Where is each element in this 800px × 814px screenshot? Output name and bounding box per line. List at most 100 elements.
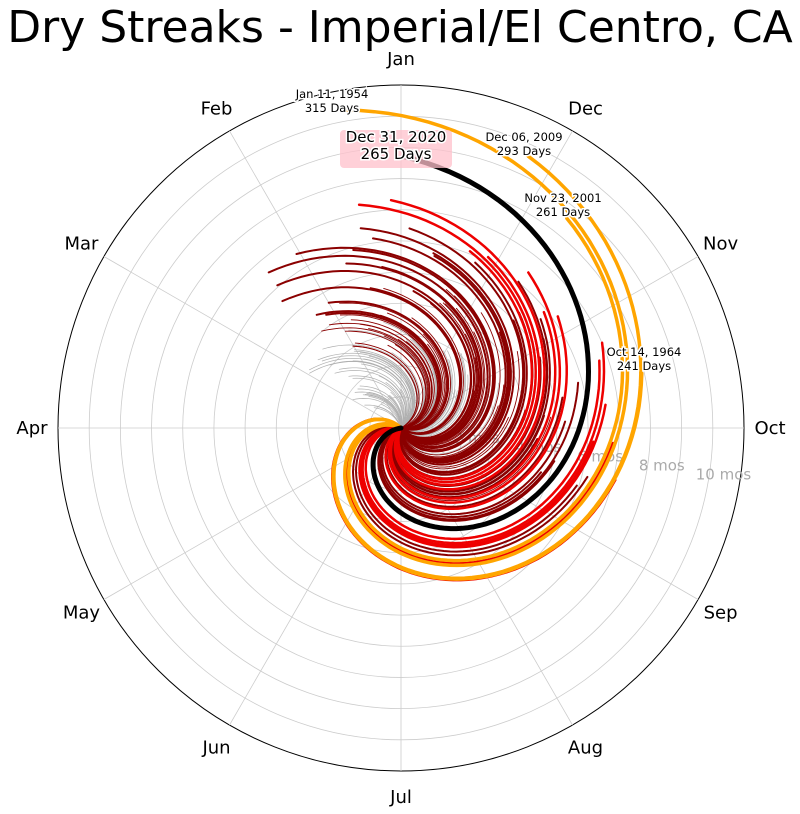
streak-curve [361,363,409,429]
streak-date-label: Nov 23, 2001 [524,191,601,205]
streak-curve [379,427,542,519]
streak-curve [359,351,415,429]
streak-curve [394,344,427,429]
streak-curve [400,389,456,432]
streak-curve [400,331,486,446]
streak-curve [321,355,413,429]
streak-date-label: Dec 31, 2020 [346,128,447,146]
month-label-nov: Nov [703,234,738,255]
streak-date-label: Dec 06, 2009 [485,130,562,144]
streak-curve [387,271,562,504]
streak-curve [354,425,578,553]
streak-days-label: 241 Days [617,359,671,373]
streak-curve [377,427,556,522]
streak-curve [364,359,601,541]
month-label-feb: Feb [201,98,233,119]
streak-curve [385,382,405,429]
streak-curve [348,375,405,429]
streak-curve [357,203,537,484]
radial-tick-label: 10 mos [696,466,752,484]
streak-curve [350,319,435,429]
streak-curve [397,250,534,481]
month-label-sep: Sep [704,603,738,624]
streak-curve [364,393,402,429]
streak-curve [400,331,509,462]
month-label-jun: Jun [201,738,230,759]
streak-days-label: 315 Days [305,101,359,115]
streak-date-label: Jan 11, 1954 [295,87,369,101]
streak-days-label: 265 Days [361,145,432,163]
streak-curve [383,287,464,435]
streak-curve [392,338,549,493]
month-label-jul: Jul [389,787,412,808]
month-label-apr: Apr [16,418,48,439]
streak-curve [400,416,509,468]
month-label-oct: Oct [754,418,785,439]
streak-curve [267,254,489,448]
streak-curve [400,295,491,449]
streak-curve [359,323,433,429]
streak-curve [398,261,528,476]
record-streak-curve [343,108,630,568]
streak-curve [397,338,431,429]
record-streak-curve [331,371,644,581]
streak-curve [345,262,482,444]
streak-curve [351,425,589,557]
streak-date-label: Oct 14, 1964 [607,345,682,359]
month-labels: Jan Feb Mar Apr May Jun Jul Aug Sep Oct Nov Dec [16,49,785,808]
streak-curve [295,246,496,453]
streak-curve [372,237,507,460]
streak-curve [352,398,402,429]
streak-curve [389,310,557,500]
streak-curve [400,290,473,439]
streak-curve [400,350,520,470]
streak-curve [398,227,525,473]
streak-curve [309,360,410,429]
streak-curve [400,312,501,456]
streak-curve [352,377,404,429]
radial-tick-label: 8 mos [639,456,685,474]
streak-curve [281,286,462,435]
streak-curve [373,405,402,429]
streak-curve [276,270,476,441]
streak-curve [373,407,402,429]
streak-days-label: 293 Days [497,144,551,158]
streak-curve [384,315,568,511]
streak-curve [327,300,450,431]
streak-curve [400,252,512,464]
streak-curve [387,344,424,429]
streak-curve [378,375,406,429]
streak-days-label: 261 Days [536,205,590,219]
streak-curve [352,345,418,429]
streak-curve [338,367,407,429]
streak-curve [381,420,567,516]
month-label-may: May [63,603,101,624]
streak-curve [395,255,541,487]
streak-curve [368,396,402,429]
month-label-aug: Aug [568,738,603,759]
streak-curve [357,388,402,429]
streak-curve [309,357,412,429]
streak-curve [359,227,515,466]
streak-curve [359,385,402,429]
current-annotation-box [340,130,452,168]
streak-curve [354,349,416,429]
streak-curve [361,341,606,545]
month-label-jan: Jan [386,49,415,70]
streak-curve [391,318,551,495]
streak-curve [368,355,414,429]
record-streak-curve [347,216,625,563]
streak-curve [321,327,430,429]
current-streak-curve [370,154,592,532]
streak-curve [354,342,420,429]
streak-curve [389,198,546,491]
month-label-dec: Dec [568,98,603,119]
streak-curves [267,108,644,582]
streak-curve [380,403,402,429]
grid-spoke [103,256,402,429]
streak-curve [315,310,442,430]
chart-title: Dry Streaks - Imperial/El Centro, CA [7,2,793,53]
streak-curve [358,403,607,549]
